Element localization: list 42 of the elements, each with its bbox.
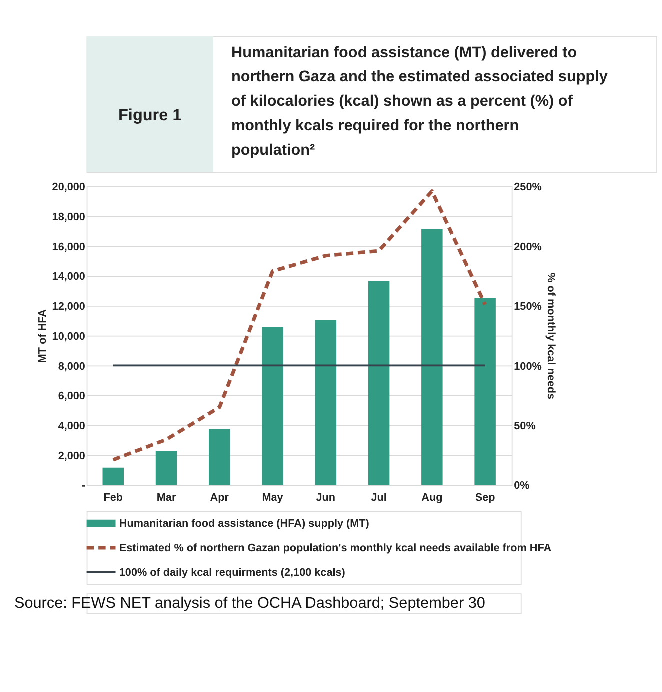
x-tick-label: Feb [104,492,124,504]
y-tick-label: 6,000 [58,390,86,403]
chart-title: Figure 1 [118,106,182,125]
x-tick-label: Mar [156,492,177,504]
bar [209,429,230,486]
y-tick-label: 16,000 [52,241,86,254]
line-series [112,190,488,462]
y-tick-label: 12,000 [52,301,86,314]
y-tick-label: 14,000 [52,271,86,284]
y2-tick-label: 50% [514,420,536,432]
y-tick-label: 8,000 [58,360,86,373]
y-tick-label: 18,000 [52,212,86,224]
x-tick-label: Apr [210,492,230,504]
bar [102,468,124,486]
bar [315,320,337,486]
x-tick-label: May [262,492,284,504]
bar [422,229,443,486]
bar [474,298,496,486]
y2-tick-label: 200% [514,241,542,254]
legend-label: Estimated % of northern Gazan population's monthly kcal needs available from HFA [119,542,552,555]
y2-axis-title: % of monthly kcal needs [545,273,558,400]
y-axis-title: MT of HFA [36,309,49,364]
x-tick-label: Jun [316,492,336,504]
bar [368,281,390,486]
bar [262,327,284,486]
x-tick-label: Aug [422,492,443,504]
y2-tick-label: 100% [514,360,542,373]
source-note: Source: FEWS NET analysis of the OCHA Dashboard; September 30 [14,595,486,612]
y-tick-label: 20,000 [52,182,86,194]
y-tick-label: 4,000 [58,420,86,432]
y2-tick-label: 250% [514,182,542,194]
chart-subtitle: Humanitarian food assistance (MT) delivered to northern Gaza and the estimated associated supply of kilocalories (kcal) shown as a percent (%) of monthly kcals required for the northern population² [232,44,608,159]
y-tick-label: 2,000 [58,450,86,462]
x-tick-label: Sep [475,492,496,504]
y-tick-label: 10,000 [52,330,86,343]
y-tick-label: - [82,480,86,492]
y2-tick-label: 0% [514,480,530,492]
legend-label: Humanitarian food assistance (HFA) supply (MT) [119,518,370,530]
y2-tick-label: 150% [514,301,542,314]
x-tick-label: Jul [371,492,387,504]
bar [156,451,178,486]
legend-label: 100% of daily kcal requirments (2,100 kcals) [119,566,346,579]
